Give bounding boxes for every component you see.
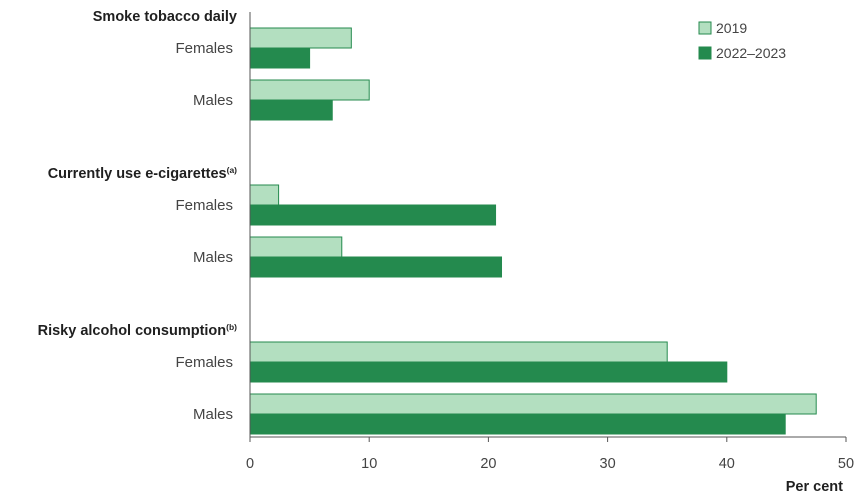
bar-smoke-tobacco-daily-males-series2 [249,99,333,121]
x-tick-label: 10 [361,456,377,472]
legend-swatch-series1 [698,21,712,35]
category-label-females: Females [175,197,233,214]
x-tick-label: 50 [838,456,854,472]
category-label-males: Males [193,249,233,266]
x-tick-label: 40 [719,456,735,472]
x-axis-label: Per cent [786,479,843,495]
legend-label: 2019 [716,20,747,36]
bar-risky-alcohol-consumption-females-series2 [249,361,728,383]
legend-label: 2022–2023 [716,45,786,61]
bar-risky-alcohol-consumption-females-series1 [249,341,668,363]
bar-currently-use-e-cigarettes-females-series1 [249,184,280,206]
bar-currently-use-e-cigarettes-females-series2 [249,204,497,226]
bar-risky-alcohol-consumption-males-series1 [249,393,817,415]
legend-swatch-series2 [698,46,712,60]
x-tick-label: 20 [480,456,496,472]
bar-risky-alcohol-consumption-males-series2 [249,413,786,435]
bar-currently-use-e-cigarettes-males-series1 [249,236,343,258]
group-label-currently-use-e-cigarettes: Currently use e-cigarettes(a) [48,165,237,182]
bar-smoke-tobacco-daily-males-series1 [249,79,370,101]
group-label-smoke-tobacco-daily: Smoke tobacco daily [93,9,237,25]
bar-smoke-tobacco-daily-females-series1 [249,27,352,49]
group-label-risky-alcohol-consumption: Risky alcohol consumption(b) [38,322,238,339]
category-label-males: Males [193,92,233,109]
group-note: (b) [226,322,237,332]
category-label-females: Females [175,354,233,371]
group-note: (a) [227,165,238,175]
bar-currently-use-e-cigarettes-males-series2 [249,256,503,278]
category-label-females: Females [175,40,233,57]
x-tick-label: 30 [600,456,616,472]
x-tick-label: 0 [246,456,254,472]
bar-smoke-tobacco-daily-females-series2 [249,47,311,69]
category-label-males: Males [193,406,233,423]
